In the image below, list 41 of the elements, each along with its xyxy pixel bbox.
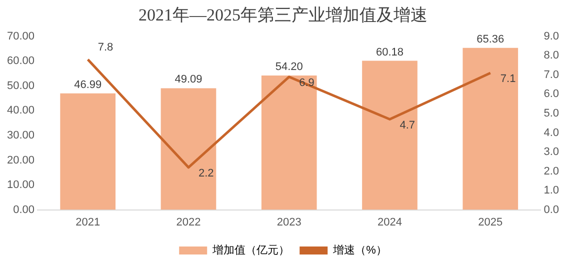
bar xyxy=(261,76,317,210)
data-label: 4.7 xyxy=(400,119,416,132)
data-label: 65.36 xyxy=(476,33,504,46)
data-label: 60.18 xyxy=(376,46,404,58)
data-label: 7.8 xyxy=(98,42,114,54)
y2-tick-label: 8.0 xyxy=(544,50,560,62)
y-tick-label: 20.00 xyxy=(6,154,35,166)
x-tick-label: 2025 xyxy=(478,216,503,228)
data-label: 49.09 xyxy=(174,74,202,86)
x-tick-label: 2022 xyxy=(176,216,201,228)
y-tick-label: 50.00 xyxy=(6,80,35,92)
y2-tick-label: 0.0 xyxy=(544,204,560,216)
y-tick-label: 10.00 xyxy=(6,179,35,192)
x-tick-label: 2021 xyxy=(76,216,100,228)
y2-tick-label: 4.0 xyxy=(544,126,560,139)
x-tick-label: 2024 xyxy=(378,216,402,228)
data-label: 54.20 xyxy=(275,61,303,74)
data-label: 6.9 xyxy=(299,76,314,89)
x-tick-label: 2023 xyxy=(276,216,302,228)
y2-tick-label: 5.0 xyxy=(544,108,560,120)
data-label: 7.1 xyxy=(500,73,516,86)
y2-tick-label: 9.0 xyxy=(544,30,560,42)
bar xyxy=(60,93,116,210)
y2-tick-label: 1.0 xyxy=(544,184,560,197)
bar xyxy=(160,88,216,210)
y2-tick-label: 7.0 xyxy=(544,68,560,81)
y-tick-label: 70.00 xyxy=(6,30,35,42)
bar xyxy=(362,60,418,210)
y2-tick-label: 6.0 xyxy=(544,88,560,100)
bar xyxy=(462,48,518,210)
legend-label: 增加值（亿元） xyxy=(212,244,290,257)
data-label: 2.2 xyxy=(198,167,214,180)
data-label: 46.99 xyxy=(74,78,102,91)
y-tick-label: 30.00 xyxy=(6,130,35,142)
y2-tick-label: 3.0 xyxy=(544,146,560,158)
legend-label: 增速（%） xyxy=(332,244,387,257)
y-tick-label: 0.00 xyxy=(13,204,35,216)
y2-tick-label: 2.0 xyxy=(544,165,560,178)
y-tick-label: 40.00 xyxy=(6,104,35,117)
chart-title: 2021年—2025年第三产业增加值及增速 xyxy=(138,6,428,25)
y-tick-label: 60.00 xyxy=(6,55,35,68)
